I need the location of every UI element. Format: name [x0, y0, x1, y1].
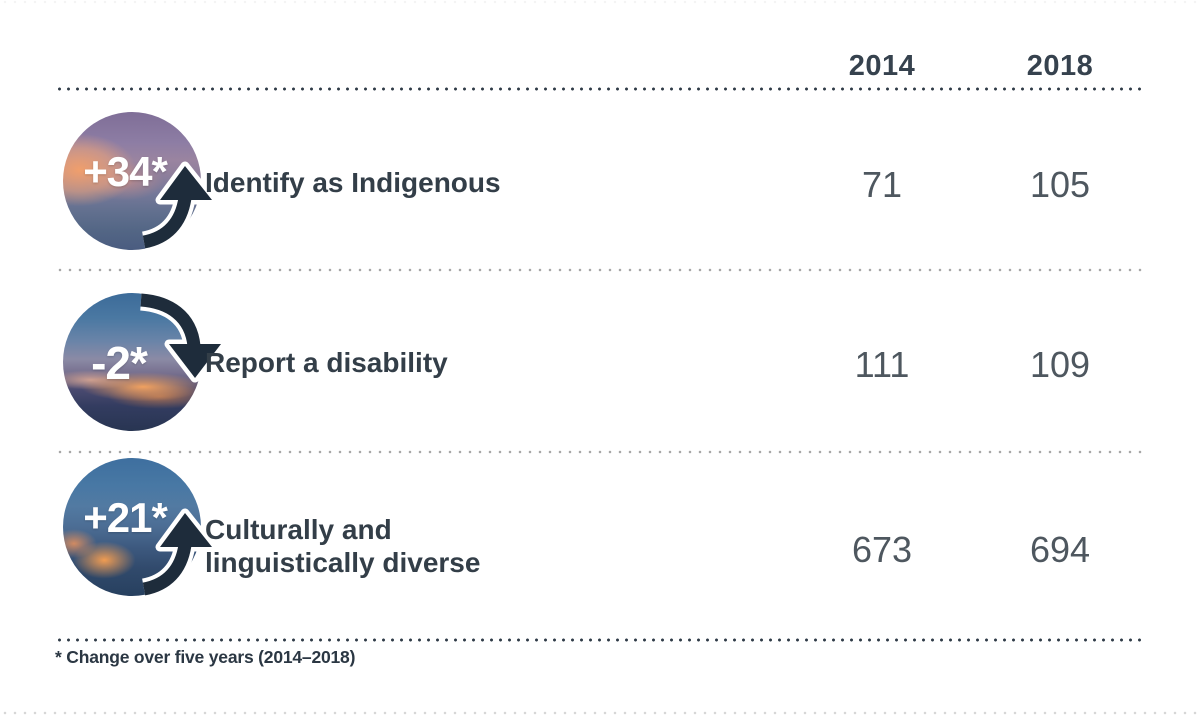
row-divider	[55, 268, 1145, 272]
change-badge-value: +21*	[83, 494, 168, 541]
value-2018: 105	[1029, 164, 1091, 205]
cropped-dotted-line-bottom	[0, 711, 1200, 715]
down-arrow-icon	[139, 289, 226, 383]
up-arrow-icon	[141, 161, 217, 253]
row-label: Report a disability	[205, 347, 448, 378]
row-label: Identify as Indigenous	[205, 167, 501, 198]
up-arrow-icon	[141, 508, 217, 600]
row-label: Culturally and linguistically diverse	[205, 514, 481, 578]
column-header-2014: 2014	[848, 50, 916, 82]
value-2014: 673	[851, 529, 913, 570]
change-badge-value: +34*	[83, 148, 168, 195]
change-badge-value: -2*	[91, 337, 148, 389]
footnote: * Change over five years (2014–2018)	[55, 647, 356, 667]
value-2018: 109	[1029, 344, 1091, 385]
cropped-dotted-line-top	[0, 0, 1200, 4]
row-divider	[55, 450, 1145, 454]
header-divider	[55, 87, 1145, 91]
value-2014: 71	[861, 164, 903, 205]
footer-divider	[55, 638, 1145, 642]
column-header-2018: 2018	[1026, 50, 1094, 82]
value-2014: 111	[854, 344, 910, 385]
value-2018: 694	[1029, 529, 1091, 570]
